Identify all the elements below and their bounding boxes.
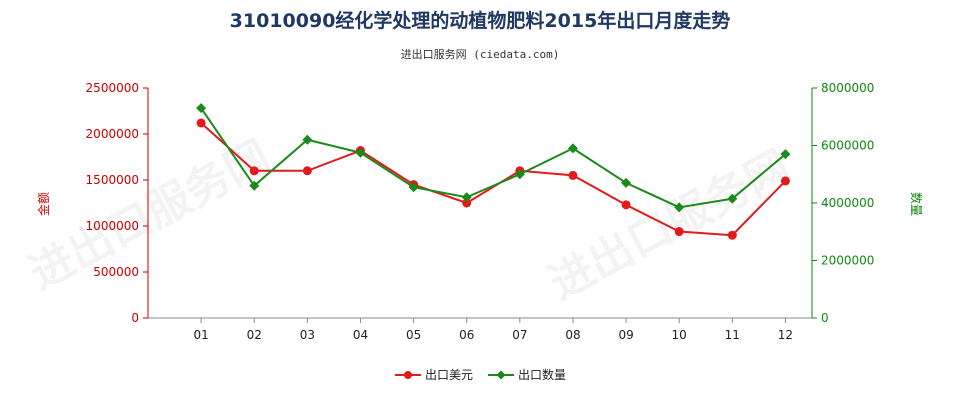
legend-marker-1 xyxy=(404,371,412,379)
legend-label-2: 出口数量 xyxy=(518,367,566,382)
x-axis-ticks: 01 02 03 04 05 06 07 08 09 10 11 12 xyxy=(193,318,793,342)
left-axis-ticks: 0 500000 1000000 1500000 2000000 2500000 xyxy=(86,81,148,325)
chart-subtitle: 进出口服务网 (ciedata.com) xyxy=(401,47,560,61)
x-tick-label: 11 xyxy=(725,328,740,342)
series-1-point xyxy=(196,118,206,128)
series-line-1 xyxy=(200,122,787,237)
x-tick-label: 10 xyxy=(672,328,687,342)
series-2-point xyxy=(514,169,525,180)
left-tick-label: 2500000 xyxy=(86,81,139,95)
left-tick-label: 2000000 xyxy=(86,127,139,141)
right-tick-label: 4000000 xyxy=(821,196,874,210)
series-2-point xyxy=(249,180,260,191)
left-tick-label: 0 xyxy=(131,311,139,325)
series-2-point xyxy=(461,192,472,203)
series-2-point xyxy=(302,134,313,145)
series-line-2 xyxy=(200,107,787,209)
series-2-point xyxy=(780,149,791,160)
left-tick-label: 1500000 xyxy=(86,173,139,187)
series-1-point xyxy=(568,170,578,180)
svg-text:进出口服务网: 进出口服务网 xyxy=(21,131,278,300)
x-tick-label: 06 xyxy=(459,328,474,342)
x-tick-label: 01 xyxy=(193,328,208,342)
left-axis-label: 金额 xyxy=(36,192,51,216)
right-tick-label: 6000000 xyxy=(821,139,874,153)
series-1-point xyxy=(780,176,790,186)
x-tick-label: 04 xyxy=(353,328,368,342)
series-1-point xyxy=(462,198,472,208)
svg-text:进出口服务网: 进出口服务网 xyxy=(541,141,798,310)
series-2-point xyxy=(727,193,738,204)
left-tick-label: 500000 xyxy=(93,265,139,279)
series-2-point xyxy=(408,182,419,193)
series-1-point xyxy=(302,166,312,176)
x-tick-label: 07 xyxy=(512,328,527,342)
legend: 出口美元 出口数量 xyxy=(395,367,566,382)
series-1-point xyxy=(674,227,684,237)
legend-marker-2 xyxy=(496,370,506,380)
right-tick-label: 2000000 xyxy=(821,254,874,268)
chart-title: 31010090经化学处理的动植物肥料2015年出口月度走势 xyxy=(230,9,731,32)
series-layer xyxy=(196,103,791,240)
x-tick-label: 12 xyxy=(778,328,793,342)
right-tick-label: 0 xyxy=(821,311,829,325)
x-tick-label: 09 xyxy=(618,328,633,342)
series-1-point xyxy=(621,200,631,210)
right-axis-ticks: 0 2000000 4000000 6000000 8000000 xyxy=(812,81,874,325)
x-tick-label: 03 xyxy=(300,328,315,342)
right-axis-label: 数量 xyxy=(909,192,924,216)
right-tick-label: 8000000 xyxy=(821,81,874,95)
left-tick-label: 1000000 xyxy=(86,219,139,233)
series-2-point xyxy=(355,147,366,158)
series-2-point xyxy=(621,177,632,188)
x-tick-label: 08 xyxy=(565,328,580,342)
series-2-point xyxy=(196,103,207,114)
x-tick-label: 05 xyxy=(406,328,421,342)
series-2-point xyxy=(674,202,685,213)
series-2-point xyxy=(567,143,578,154)
x-tick-label: 02 xyxy=(247,328,262,342)
legend-label-1: 出口美元 xyxy=(425,368,473,382)
series-1-point xyxy=(727,230,737,240)
series-1-point xyxy=(249,166,259,176)
